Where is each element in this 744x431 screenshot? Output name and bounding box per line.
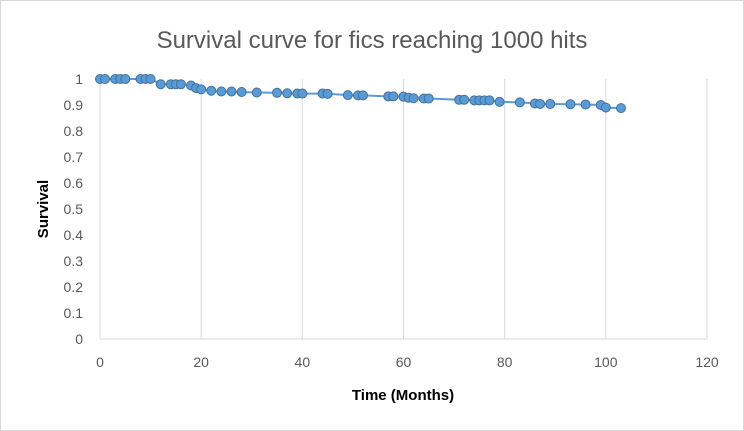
- y-tick-label: 0.9: [64, 97, 84, 113]
- data-point: [251, 87, 262, 98]
- data-point: [514, 97, 525, 108]
- data-point: [600, 102, 611, 113]
- data-point: [388, 91, 399, 102]
- data-point: [358, 90, 369, 101]
- data-point: [423, 93, 434, 104]
- x-tick-label: 120: [695, 354, 719, 370]
- data-point: [216, 86, 227, 97]
- series-line: [100, 78, 622, 110]
- y-tick-label: 0.6: [64, 175, 84, 191]
- x-tick-label: 60: [396, 354, 412, 370]
- data-point: [616, 103, 627, 114]
- y-axis-title: Survival: [35, 180, 52, 238]
- x-tick-label: 0: [96, 354, 104, 370]
- axes: [99, 79, 707, 340]
- x-tick-label: 80: [497, 354, 513, 370]
- data-point: [342, 90, 353, 101]
- x-axis-title: Time (Months): [352, 387, 454, 404]
- data-point: [484, 95, 495, 106]
- x-tick-label: 40: [295, 354, 311, 370]
- data-point: [175, 79, 186, 90]
- data-point: [545, 98, 556, 109]
- y-tick-label: 1: [75, 71, 83, 87]
- chart-title: Survival curve for fics reaching 1000 hi…: [157, 27, 588, 54]
- y-tick-label: 0.3: [64, 253, 84, 269]
- data-point: [459, 94, 470, 105]
- data-point: [120, 74, 131, 84]
- data-point: [494, 96, 505, 107]
- data-point: [297, 88, 308, 99]
- y-tick-label: 0.5: [64, 201, 84, 217]
- y-tick-label: 0.1: [64, 305, 84, 321]
- series-survival: [95, 74, 627, 114]
- data-point: [565, 99, 576, 110]
- y-tick-label: 0: [75, 331, 83, 347]
- data-point: [226, 86, 237, 97]
- data-point: [145, 74, 156, 84]
- y-tick-label: 0.4: [64, 227, 84, 243]
- y-tick-label: 0.8: [64, 123, 84, 139]
- data-point: [408, 93, 419, 104]
- x-tick-label: 20: [193, 354, 209, 370]
- data-point: [206, 85, 217, 96]
- y-tick-label: 0.7: [64, 149, 84, 165]
- data-point: [155, 79, 166, 90]
- y-tick-labels: 0 0.1 0.2 0.3 0.4 0.5 0.6 0.7 0.8 0.9 1: [64, 71, 84, 347]
- x-tick-labels: 0 20 40 60 80 100 120: [96, 354, 719, 370]
- data-point: [236, 87, 247, 97]
- data-point: [322, 88, 333, 99]
- data-point: [100, 74, 111, 84]
- x-tick-label: 100: [594, 354, 618, 370]
- data-point: [535, 98, 546, 109]
- y-tick-label: 0.2: [64, 279, 84, 295]
- data-point: [196, 84, 207, 95]
- grid-lines: [200, 79, 708, 339]
- data-point: [580, 99, 591, 110]
- data-point: [282, 88, 293, 99]
- data-point: [272, 87, 283, 98]
